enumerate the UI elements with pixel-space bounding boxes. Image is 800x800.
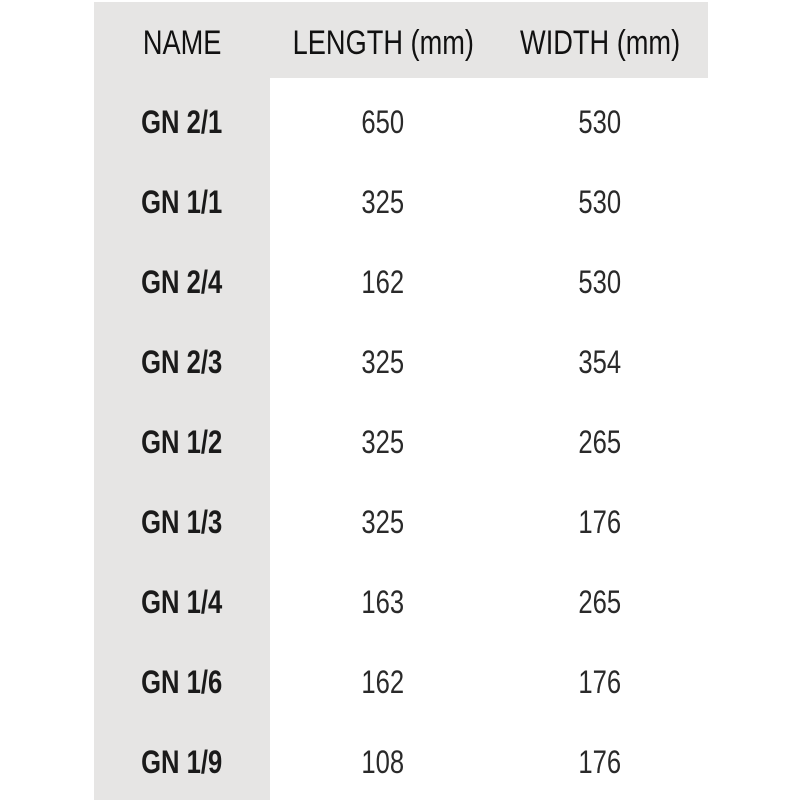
length-cell: 108	[263, 744, 503, 781]
length-cell: 162	[263, 664, 503, 701]
length-cell: 325	[263, 184, 503, 221]
name-cell: GN 2/4	[62, 264, 302, 301]
length-cell: 325	[263, 344, 503, 381]
cell-text: GN 1/2	[141, 424, 223, 460]
cell-text: GN 1/6	[141, 664, 223, 700]
name-cell: GN 1/2	[62, 424, 302, 461]
cell-text: 325	[361, 344, 405, 380]
length-cell: 162	[263, 264, 503, 301]
name-cell: GN 1/6	[62, 664, 302, 701]
cell-text: 530	[578, 104, 622, 140]
length-cell: 163	[263, 584, 503, 621]
cell-text: 650	[361, 104, 405, 140]
name-column-background	[94, 2, 270, 800]
cell-text: 176	[578, 664, 622, 700]
name-cell: GN 1/4	[62, 584, 302, 621]
name-cell: GN 1/9	[62, 744, 302, 781]
cell-text: GN 2/4	[141, 264, 223, 300]
name-cell: GN 1/3	[62, 504, 302, 541]
cell-text: 325	[361, 424, 405, 460]
cell-text: 265	[578, 584, 622, 620]
width-cell: 176	[480, 744, 720, 781]
cell-text: 162	[361, 664, 405, 700]
cell-text: GN 1/1	[141, 184, 223, 220]
header-width: WIDTH (mm)	[480, 24, 720, 63]
width-cell: 265	[480, 424, 720, 461]
name-cell: GN 2/1	[62, 104, 302, 141]
cell-text: 108	[361, 744, 405, 780]
name-cell: GN 2/3	[62, 344, 302, 381]
length-cell: 325	[263, 424, 503, 461]
header-length: LENGTH (mm)	[263, 24, 503, 63]
header-name: NAME	[62, 24, 302, 63]
cell-text: 176	[578, 504, 622, 540]
width-cell: 530	[480, 104, 720, 141]
header-label: NAME	[142, 24, 222, 62]
width-cell: 354	[480, 344, 720, 381]
cell-text: 325	[361, 184, 405, 220]
header-label: LENGTH (mm)	[292, 24, 474, 62]
width-cell: 530	[480, 184, 720, 221]
length-cell: 650	[263, 104, 503, 141]
cell-text: GN 2/3	[141, 344, 223, 380]
cell-text: 325	[361, 504, 405, 540]
length-cell: 325	[263, 504, 503, 541]
header-label: WIDTH (mm)	[519, 24, 681, 62]
cell-text: 354	[578, 344, 622, 380]
cell-text: GN 1/4	[141, 584, 223, 620]
width-cell: 176	[480, 664, 720, 701]
width-cell: 265	[480, 584, 720, 621]
cell-text: GN 1/9	[141, 744, 223, 780]
cell-text: 265	[578, 424, 622, 460]
cell-text: 162	[361, 264, 405, 300]
width-cell: 176	[480, 504, 720, 541]
cell-text: 176	[578, 744, 622, 780]
cell-text: GN 1/3	[141, 504, 223, 540]
cell-text: GN 2/1	[141, 104, 223, 140]
cell-text: 530	[578, 264, 622, 300]
cell-text: 530	[578, 184, 622, 220]
cell-text: 163	[361, 584, 405, 620]
name-cell: GN 1/1	[62, 184, 302, 221]
width-cell: 530	[480, 264, 720, 301]
